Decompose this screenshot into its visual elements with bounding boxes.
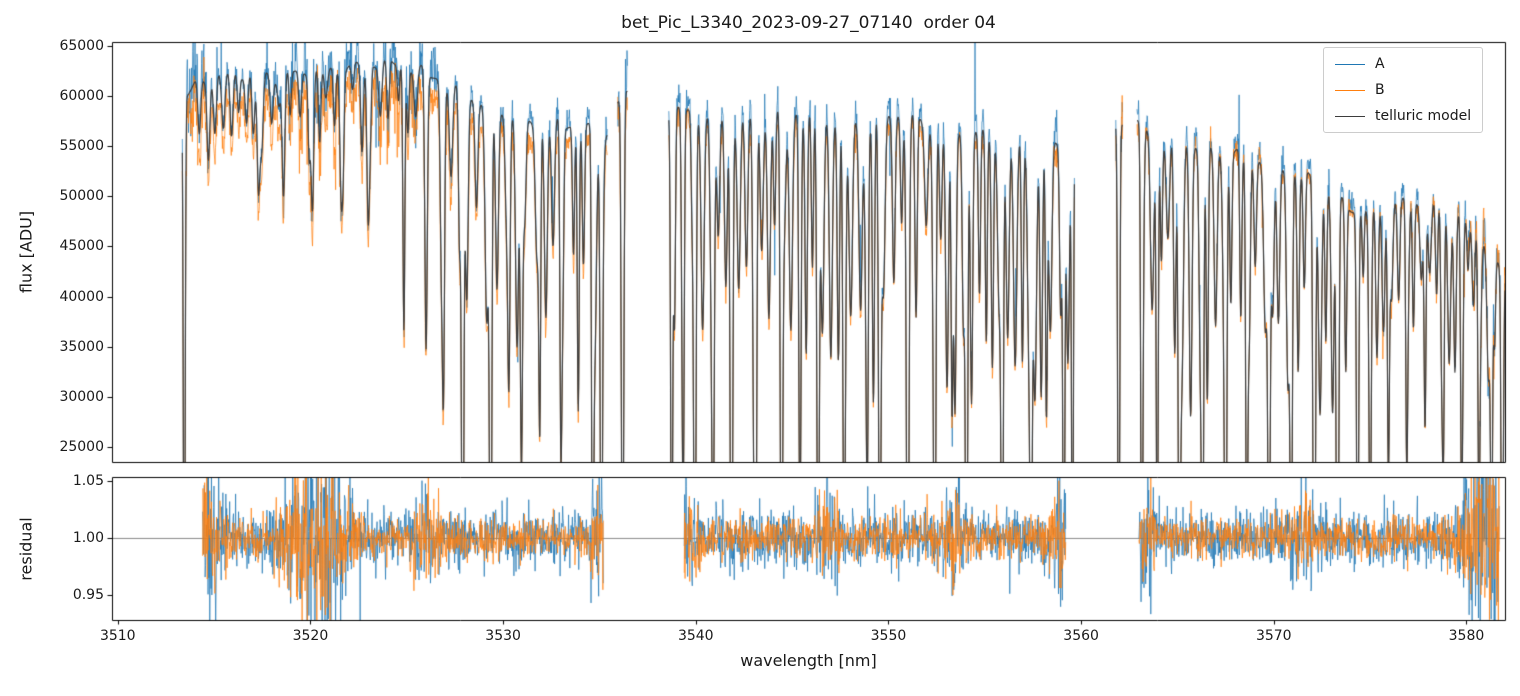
residual-tick-label: 0.95 bbox=[72, 586, 104, 603]
flux-tick-label: 35000 bbox=[59, 338, 104, 355]
x-tick-label: 3580 bbox=[1448, 628, 1485, 644]
legend-item-a: A bbox=[1335, 56, 1471, 72]
legend-label-telluric: telluric model bbox=[1375, 108, 1472, 124]
wavelength-axis-label: wavelength [nm] bbox=[740, 651, 877, 670]
legend-line-a-icon bbox=[1335, 63, 1365, 65]
x-tick-label: 3530 bbox=[485, 628, 521, 644]
flux-tick-label: 55000 bbox=[59, 138, 104, 155]
flux-tick-label: 25000 bbox=[59, 438, 104, 455]
x-tick-label: 3540 bbox=[677, 628, 714, 644]
x-tick-label: 3520 bbox=[292, 628, 329, 644]
flux-tick-label: 50000 bbox=[59, 188, 104, 205]
residual-tick-label: 1.05 bbox=[72, 472, 104, 489]
flux-axis-label: flux [ADU] bbox=[16, 210, 36, 294]
legend-item-b: B bbox=[1335, 82, 1471, 98]
flux-tick-label: 30000 bbox=[59, 388, 104, 405]
x-tick-label: 3510 bbox=[99, 628, 136, 644]
legend-line-b-icon bbox=[1335, 89, 1365, 91]
residual-axis-label: residual bbox=[16, 517, 36, 581]
flux-tick-label: 60000 bbox=[59, 88, 104, 105]
legend-item-telluric-model: telluric model bbox=[1335, 108, 1471, 124]
flux-tick-label: 65000 bbox=[59, 38, 104, 54]
residual-tick-label: 1.00 bbox=[72, 529, 104, 546]
legend-line-telluric-icon bbox=[1335, 115, 1365, 117]
flux-tick-label: 40000 bbox=[59, 288, 104, 305]
legend-label-a: A bbox=[1375, 56, 1385, 72]
plot-title: bet_Pic_L3340_2023-09-27_07140 order 04 bbox=[621, 13, 996, 33]
x-tick-label: 3560 bbox=[1063, 628, 1099, 644]
legend-label-b: B bbox=[1375, 82, 1385, 98]
x-tick-label: 3550 bbox=[870, 628, 907, 644]
flux-tick-label: 45000 bbox=[59, 238, 104, 255]
x-tick-label: 3570 bbox=[1255, 628, 1292, 644]
legend: A B telluric model bbox=[1323, 47, 1484, 133]
